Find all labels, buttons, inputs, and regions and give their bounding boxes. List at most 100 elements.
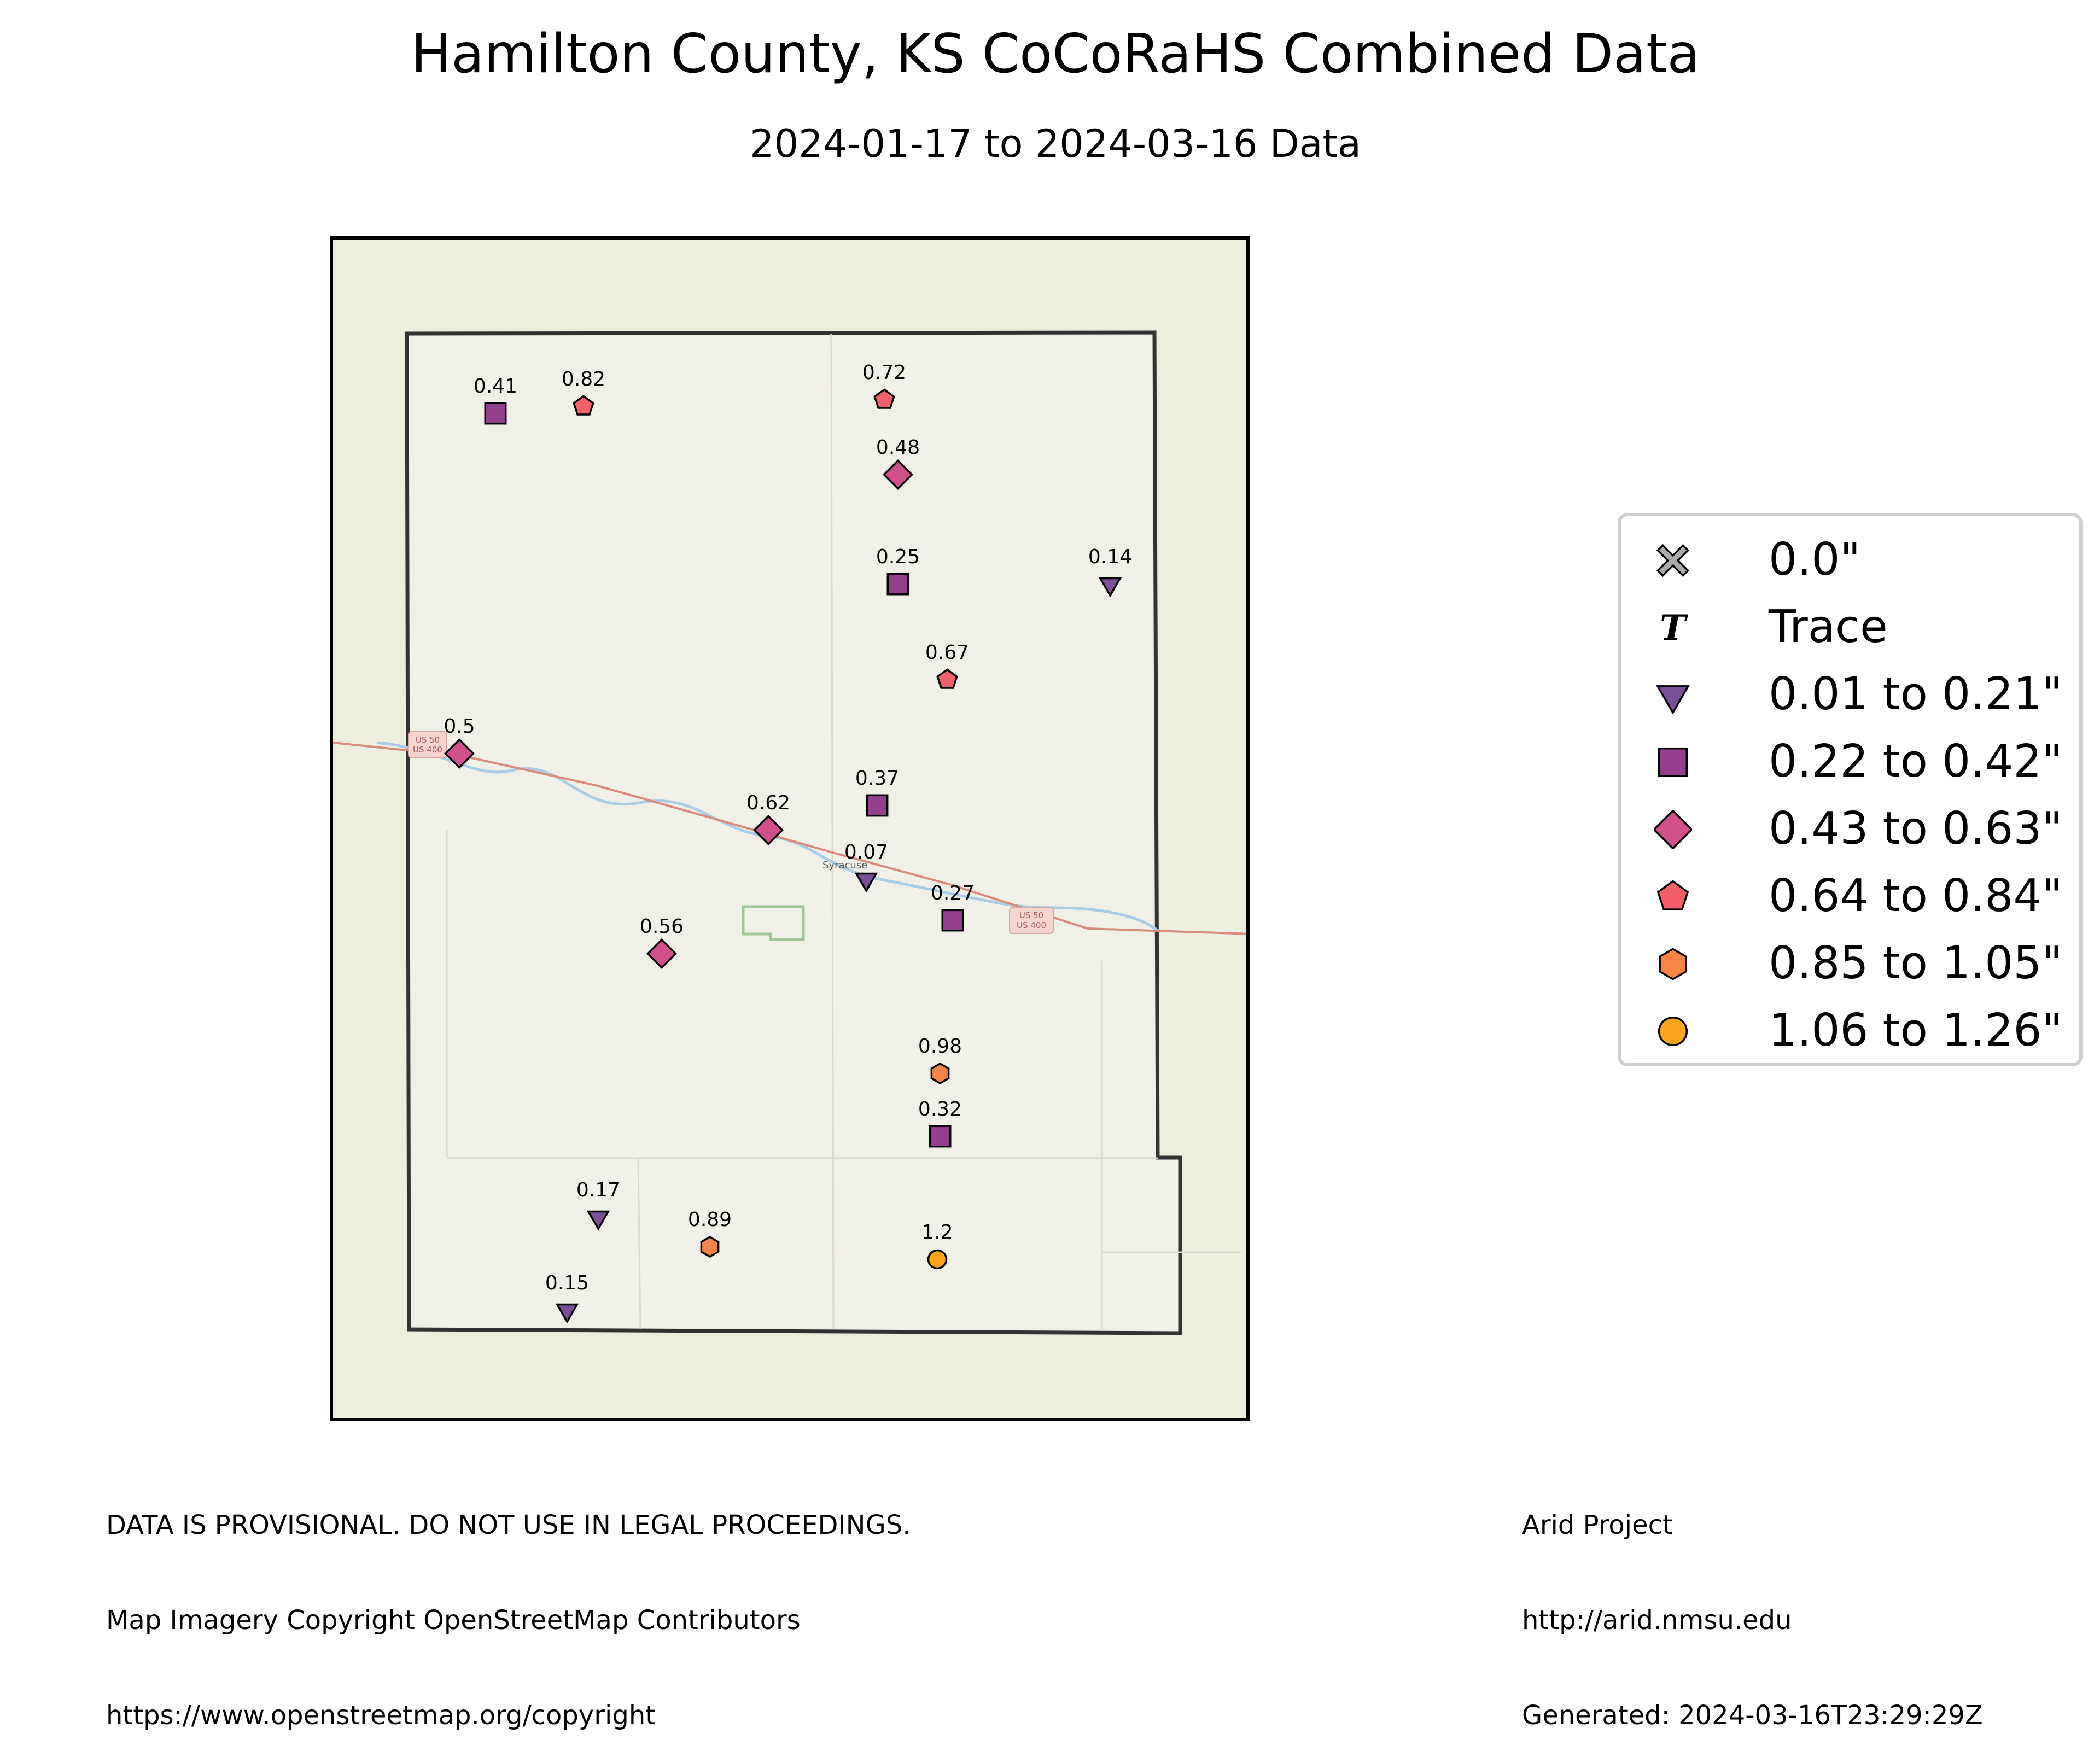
footer-right: Arid Project http://arid.nmsu.edu Genera… — [1522, 1446, 1983, 1763]
station-marker[interactable]: 0.15 — [545, 1272, 589, 1324]
pentagon-icon — [1654, 878, 1692, 916]
square-icon — [1654, 743, 1692, 781]
square-marker — [929, 1125, 952, 1148]
square-marker — [484, 402, 507, 425]
legend-entry: 0.43 to 0.63" — [1621, 796, 2079, 863]
station-marker[interactable]: 1.2 — [921, 1221, 953, 1270]
station-value-label: 0.25 — [876, 546, 920, 568]
station-value-label: 0.15 — [545, 1272, 589, 1294]
svg-text:T: T — [1660, 609, 1688, 647]
t-icon: T — [1654, 608, 1692, 649]
station-marker[interactable]: 0.48 — [876, 436, 920, 490]
station-marker[interactable]: 0.62 — [746, 792, 790, 845]
station-value-label: 0.41 — [474, 375, 517, 398]
town-label: Syracuse — [822, 860, 867, 871]
diamond-marker — [646, 938, 677, 969]
pentagon-marker — [936, 668, 958, 689]
legend: 0.0" T Trace 0.01 to 0.21" 0.22 to 0.42" 0.43… — [1618, 513, 2082, 1066]
triangle-marker — [555, 1303, 579, 1324]
diamond-marker — [883, 459, 913, 490]
legend-label: 0.85 to 1.05" — [1769, 937, 2063, 989]
station-value-label: 0.56 — [640, 915, 684, 938]
station-value-label: 0.27 — [931, 882, 975, 904]
triangle-marker — [854, 872, 878, 893]
highway-shield-west: US 50 US 400 — [408, 731, 447, 758]
osm-copyright: Map Imagery Copyright OpenStreetMap Cont… — [106, 1605, 801, 1636]
station-value-label: 0.17 — [576, 1179, 620, 1201]
station-marker[interactable]: 0.82 — [562, 368, 605, 416]
legend-entry: 0.22 to 0.42" — [1621, 729, 2079, 796]
station-value-label: 0.62 — [746, 792, 790, 814]
station-value-label: 0.07 — [844, 841, 888, 863]
legend-entry: 1.06 to 1.26" — [1621, 998, 2079, 1065]
station-value-label: 0.67 — [925, 641, 969, 664]
station-value-label: 0.89 — [688, 1209, 732, 1231]
highway-shield-east: US 50 US 400 — [1009, 907, 1054, 934]
station-value-label: 0.37 — [855, 767, 899, 790]
triangle-marker — [586, 1210, 610, 1231]
county-map: US 50 US 400 US 50 US 400 Syracuse 0.41 0… — [333, 240, 1246, 1418]
county-boundary — [405, 330, 1182, 1335]
provisional-notice: DATA IS PROVISIONAL. DO NOT USE IN LEGAL… — [106, 1510, 911, 1540]
pentagon-marker — [573, 395, 594, 416]
station-value-label: 0.5 — [444, 715, 475, 738]
square-marker — [941, 909, 964, 932]
station-marker[interactable]: 0.37 — [855, 767, 899, 817]
svg-text:US 50: US 50 — [416, 735, 440, 745]
legend-label: Trace — [1769, 601, 1888, 653]
hexagon-marker — [700, 1235, 720, 1258]
triangle-down-icon — [1654, 676, 1692, 715]
legend-label: 0.43 to 0.63" — [1769, 803, 2063, 855]
station-marker[interactable]: 0.41 — [474, 375, 517, 425]
osm-url[interactable]: https://www.openstreetmap.org/copyright — [106, 1700, 656, 1731]
station-value-label: 0.32 — [918, 1098, 962, 1120]
station-value-label: 0.98 — [918, 1035, 962, 1058]
station-marker[interactable]: 0.98 — [918, 1035, 962, 1085]
svg-text:US 50: US 50 — [1019, 910, 1043, 920]
legend-entry: 0.0" — [1621, 527, 2079, 594]
project-url[interactable]: http://arid.nmsu.edu — [1522, 1605, 1792, 1636]
station-marker[interactable]: 0.27 — [931, 882, 975, 932]
legend-label: 0.22 to 0.42" — [1769, 735, 2063, 787]
x-icon — [1654, 541, 1692, 580]
pentagon-marker — [873, 388, 895, 409]
station-marker[interactable]: 0.5 — [444, 715, 475, 769]
station-value-label: 0.72 — [862, 361, 906, 384]
map-frame[interactable]: US 50 US 400 US 50 US 400 Syracuse 0.41 0… — [330, 236, 1250, 1421]
station-marker[interactable]: 0.72 — [862, 361, 906, 409]
station-marker[interactable]: 0.14 — [1088, 546, 1132, 598]
hexagon-icon — [1654, 945, 1692, 983]
circle-icon — [1654, 1012, 1692, 1050]
svg-text:US 400: US 400 — [1017, 920, 1046, 930]
legend-entry: T Trace — [1621, 594, 2079, 662]
legend-entry: 0.64 to 0.84" — [1621, 863, 2079, 931]
station-marker[interactable]: 0.07 — [844, 841, 888, 893]
legend-label: 0.64 to 0.84" — [1769, 870, 2063, 922]
station-marker[interactable]: 0.89 — [688, 1209, 732, 1258]
diamond-marker — [444, 738, 475, 769]
station-marker[interactable]: 0.56 — [640, 915, 684, 969]
legend-label: 1.06 to 1.26" — [1769, 1005, 2063, 1056]
map-title: Hamilton County, KS CoCoRaHS Combined Da… — [411, 23, 1700, 85]
station-marker[interactable]: 0.67 — [925, 641, 969, 689]
station-value-label: 0.14 — [1088, 546, 1132, 568]
legend-entry: 0.01 to 0.21" — [1621, 662, 2079, 729]
triangle-marker — [1098, 577, 1122, 598]
square-marker — [886, 573, 909, 596]
station-marker[interactable]: 0.17 — [576, 1179, 620, 1231]
project-name: Arid Project — [1522, 1510, 1673, 1540]
station-value-label: 0.48 — [876, 436, 920, 459]
station-value-label: 0.82 — [562, 368, 605, 390]
svg-text:US 400: US 400 — [413, 745, 442, 755]
hexagon-marker — [930, 1062, 950, 1085]
footer-left: DATA IS PROVISIONAL. DO NOT USE IN LEGAL… — [106, 1446, 911, 1763]
station-markers: 0.41 0.82 0.72 0.48 0.25 0.14 0.67 0.5 0.37 0.62 0… — [444, 361, 1132, 1324]
legend-label: 0.01 to 0.21" — [1769, 668, 2063, 720]
diamond-icon — [1653, 809, 1693, 850]
legend-entry: 0.85 to 1.05" — [1621, 931, 2079, 998]
station-value-label: 1.2 — [921, 1221, 953, 1244]
station-marker[interactable]: 0.32 — [918, 1098, 962, 1148]
park-outline — [742, 905, 805, 941]
station-marker[interactable]: 0.25 — [876, 546, 920, 596]
legend-label: 0.0" — [1769, 534, 1861, 586]
